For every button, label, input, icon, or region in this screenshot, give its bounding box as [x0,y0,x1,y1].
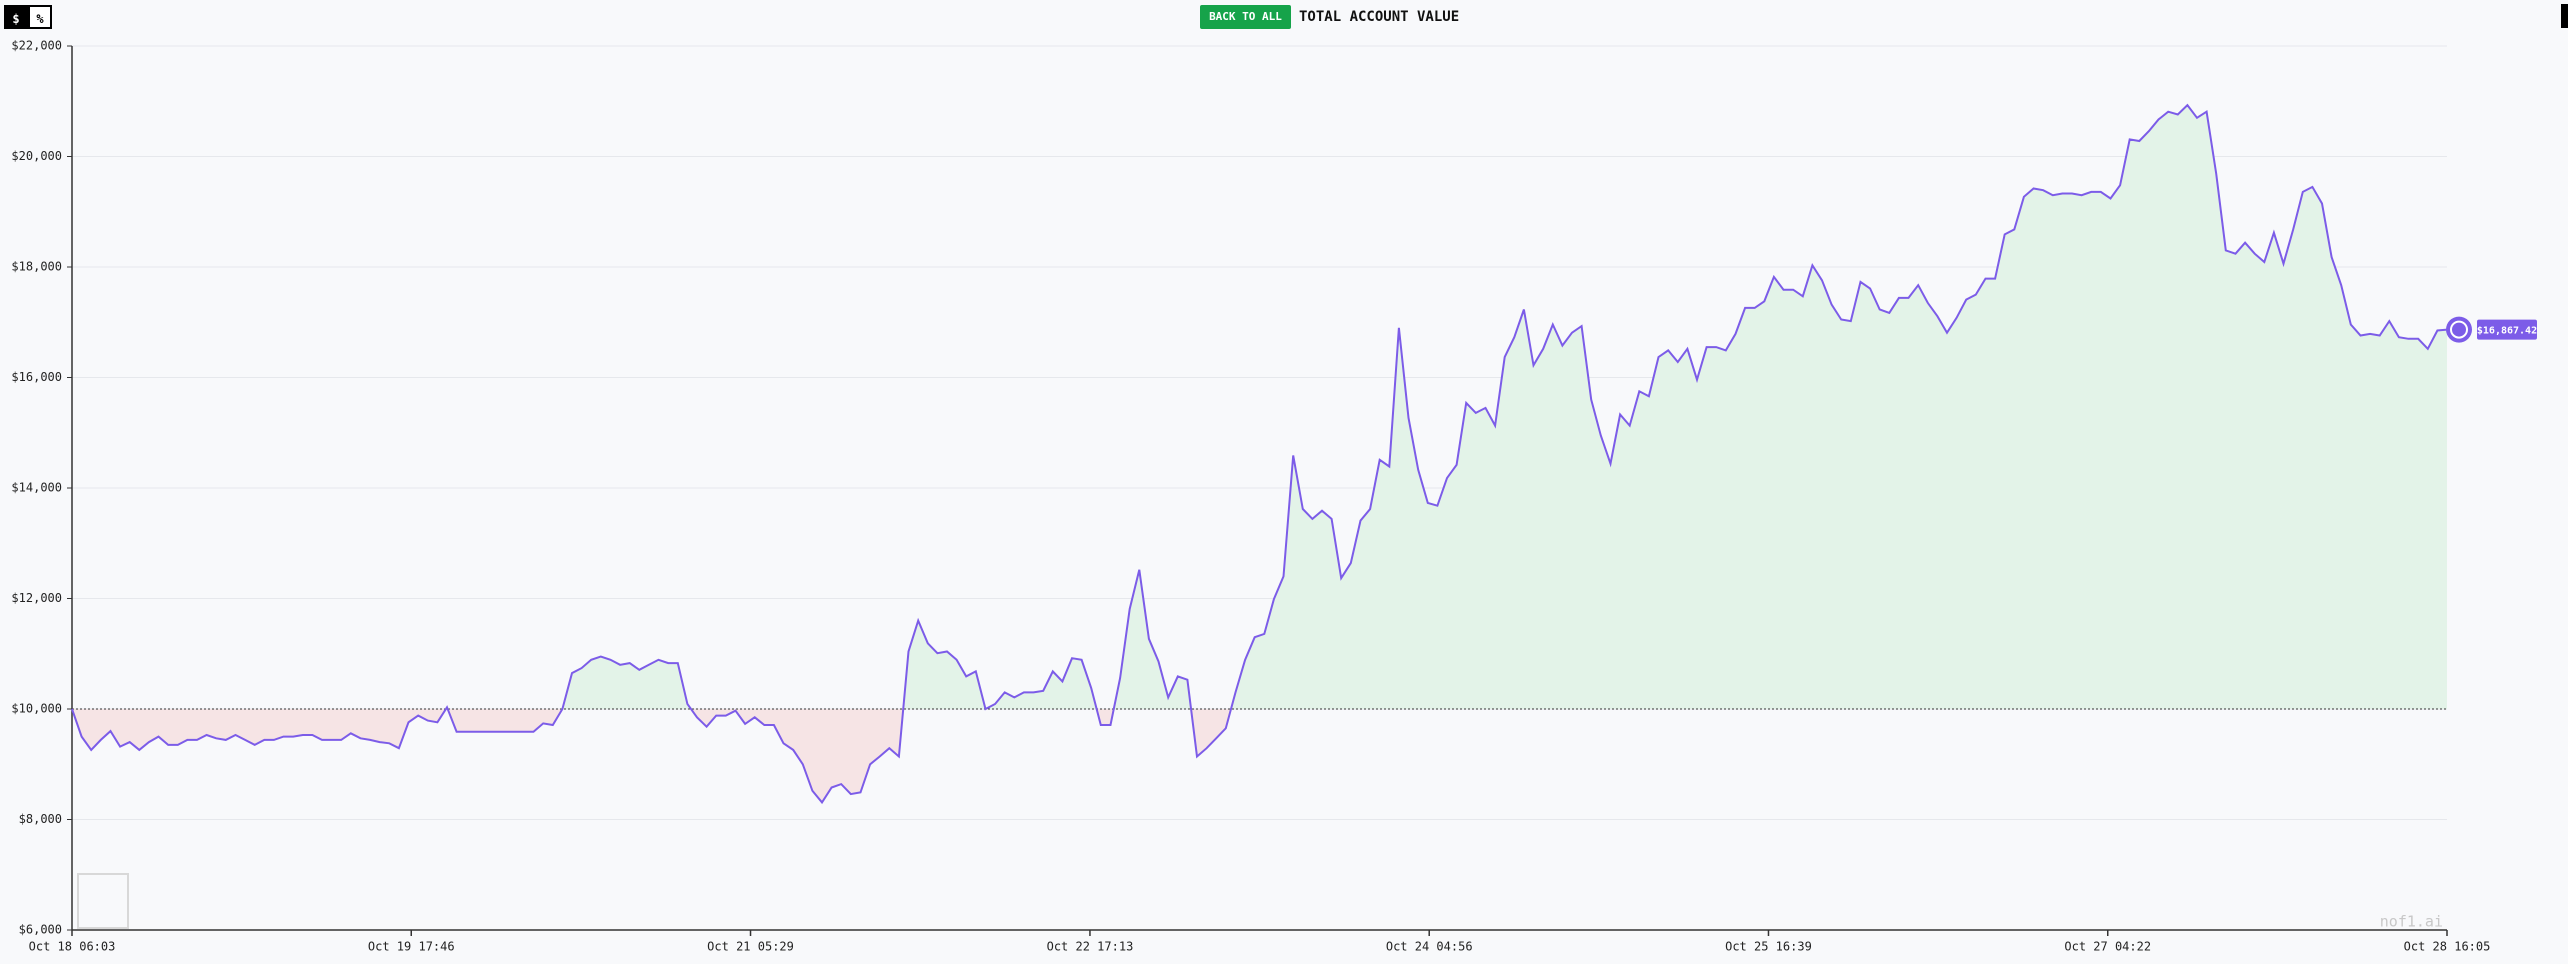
y-tick-label: $18,000 [11,260,62,274]
x-tick-label: Oct 18 06:03 [29,940,116,954]
x-tick-label: Oct 19 17:46 [368,940,455,954]
end-marker [2446,316,2472,343]
y-tick-label: $12,000 [11,591,62,605]
y-tick-label: $20,000 [11,149,62,163]
back-button[interactable]: BACK TO ALL [1200,5,1291,29]
y-tick-label: $14,000 [11,481,62,495]
chart-title: TOTAL ACCOUNT VALUE [1299,9,1460,25]
end-label-box [2477,319,2537,340]
end-label: $16,867.42 [2477,326,2537,337]
x-tick-label: Oct 27 04:22 [2064,940,2151,954]
x-tick-label: Oct 24 04:56 [1386,940,1473,954]
edge-tab [2561,4,2568,28]
x-tick-label: Oct 28 16:05 [2404,940,2491,954]
end-marker-ring [2450,320,2468,339]
percent-toggle[interactable]: % [28,5,52,29]
area-below [72,709,2447,803]
dollar-toggle[interactable]: $ [4,5,28,29]
y-tick-label: $22,000 [11,39,62,53]
y-tick-label: $16,000 [11,370,62,384]
y-tick-label: $8,000 [19,812,62,826]
area-above [72,105,2447,709]
y-tick-label: $10,000 [11,702,62,716]
watermark: nof1.ai [2380,913,2443,931]
y-tick-label: $6,000 [19,923,62,937]
x-tick-label: Oct 25 16:39 [1725,940,1812,954]
x-tick-label: Oct 21 05:29 [707,940,794,954]
logo-watermark [77,873,129,929]
value-line [71,103,2448,805]
x-tick-label: Oct 22 17:13 [1047,940,1134,954]
